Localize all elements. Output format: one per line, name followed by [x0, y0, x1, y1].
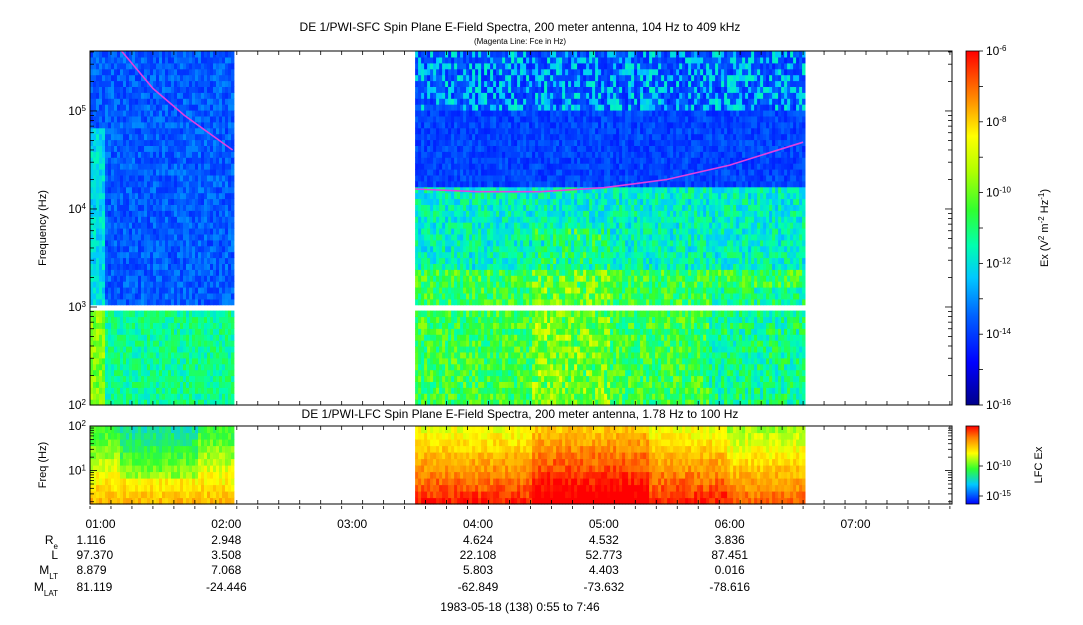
sfc-x-ticks	[89, 51, 951, 405]
sfc-colorbar: 10-6 10-8 10-10 10-12 10-14 10-16 Ex (V2 m-2 …	[965, 44, 1052, 413]
lfc-spectrogram	[90, 426, 806, 505]
time-tick-label: 06:00	[715, 517, 745, 531]
footer-time-range: 1983-05-18 (138) 0:55 to 7:46	[440, 600, 600, 614]
lfc-data-interval	[415, 426, 806, 505]
lfc-colorbar-tick-label: 10-10	[986, 459, 1011, 474]
orbit-value: 5.803	[463, 563, 493, 577]
sfc-subtitle: (Magenta Line: Fce in Hz)	[474, 37, 566, 46]
orbit-value: 3.836	[715, 533, 745, 547]
sfc-y-tick-label: 104	[68, 201, 86, 216]
orbit-parameter-table: Re 1.116 2.948 4.624 4.532 3.836 L 97.370 3.508 2…	[34, 533, 750, 598]
sfc-data-interval	[415, 51, 806, 406]
fce-line-segment	[120, 50, 234, 151]
orbit-value: 87.451	[711, 548, 748, 562]
orbit-value: 81.119	[76, 580, 112, 594]
sfc-data-interval	[90, 51, 235, 406]
sfc-spectrogram	[90, 51, 806, 406]
sfc-title: DE 1/PWI-SFC Spin Plane E-Field Spectra,…	[300, 20, 741, 34]
time-tick-label: 01:00	[85, 517, 115, 531]
lfc-colorbar-label: LFC Ex	[1033, 446, 1045, 483]
orbit-value: 52.773	[585, 548, 622, 562]
orbit-row-label: Re	[45, 533, 59, 551]
sfc-y-label: Frequency (Hz)	[37, 190, 49, 266]
lfc-y-axis: 101 102	[68, 419, 952, 503]
lfc-title: DE 1/PWI-LFC Spin Plane E-Field Spectra,…	[302, 407, 739, 421]
lfc-colorbar-ticks: 10-10 10-15	[979, 459, 1011, 504]
sfc-colorbar-tick-label: 10-12	[986, 256, 1011, 271]
time-tick-label: 07:00	[841, 517, 871, 531]
time-axis: 01:00 02:00 03:00 04:00 05:00 06:00 07:00	[85, 426, 951, 531]
lfc-panel: 101 102 01:00 02:00 03:00 04:00 05:00 06:00 07:…	[37, 419, 953, 531]
orbit-value: 0.016	[715, 563, 745, 577]
orbit-value: -24.446	[206, 580, 247, 594]
time-tick-label: 03:00	[337, 517, 367, 531]
orbit-row-label: MLAT	[34, 580, 58, 598]
lfc-data-interval	[90, 426, 235, 505]
orbit-value: -73.632	[583, 580, 624, 594]
lfc-colorbar-gradient	[965, 425, 980, 505]
fce-line-segment	[415, 141, 804, 193]
lfc-y-tick-label: 102	[68, 419, 86, 434]
sfc-y-tick-label: 102	[68, 398, 86, 413]
orbit-value: 2.948	[211, 533, 241, 547]
lfc-y-label: Freq (Hz)	[37, 442, 49, 488]
sfc-colorbar-ticks: 10-6 10-8 10-10 10-12 10-14 10-16	[979, 44, 1011, 413]
orbit-value: 4.624	[463, 533, 493, 547]
lfc-colorbar-tick-label: 10-15	[986, 489, 1011, 504]
time-tick-label: 04:00	[463, 517, 493, 531]
sfc-y-axis: 102 103 104 105	[68, 51, 952, 413]
time-tick-label: 02:00	[211, 517, 241, 531]
orbit-value: 1.116	[76, 533, 105, 547]
orbit-value: -62.849	[458, 580, 499, 594]
orbit-value: 4.532	[589, 533, 619, 547]
sfc-colorbar-gradient	[965, 50, 980, 406]
orbit-value: 22.108	[460, 548, 497, 562]
orbit-value: 4.403	[589, 563, 619, 577]
lfc-y-tick-label: 101	[68, 463, 86, 478]
time-tick-label: 05:00	[589, 517, 619, 531]
sfc-colorbar-tick-label: 10-16	[986, 398, 1011, 413]
orbit-value: -78.616	[709, 580, 750, 594]
orbit-row-label: L	[51, 548, 58, 562]
orbit-value: 7.068	[211, 563, 241, 577]
sfc-colorbar-tick-label: 10-6	[986, 44, 1007, 59]
sfc-colorbar-tick-label: 10-10	[986, 185, 1011, 200]
sfc-y-tick-label: 105	[68, 103, 86, 118]
orbit-value: 3.508	[211, 548, 241, 562]
orbit-value: 8.879	[76, 563, 106, 577]
lfc-colorbar: 10-10 10-15 LFC Ex	[965, 425, 1045, 505]
orbit-value: 97.370	[76, 548, 113, 562]
sfc-colorbar-tick-label: 10-14	[986, 327, 1011, 342]
sfc-y-tick-label: 103	[68, 299, 86, 314]
sfc-panel: 102 103 104 105 Frequency (Hz)	[37, 50, 953, 413]
orbit-row-label: MLT	[39, 563, 58, 581]
sfc-colorbar-label: Ex (V2 m-2 Hz-1)	[1037, 189, 1052, 267]
sfc-colorbar-tick-label: 10-8	[986, 114, 1007, 129]
fce-line	[120, 50, 804, 193]
